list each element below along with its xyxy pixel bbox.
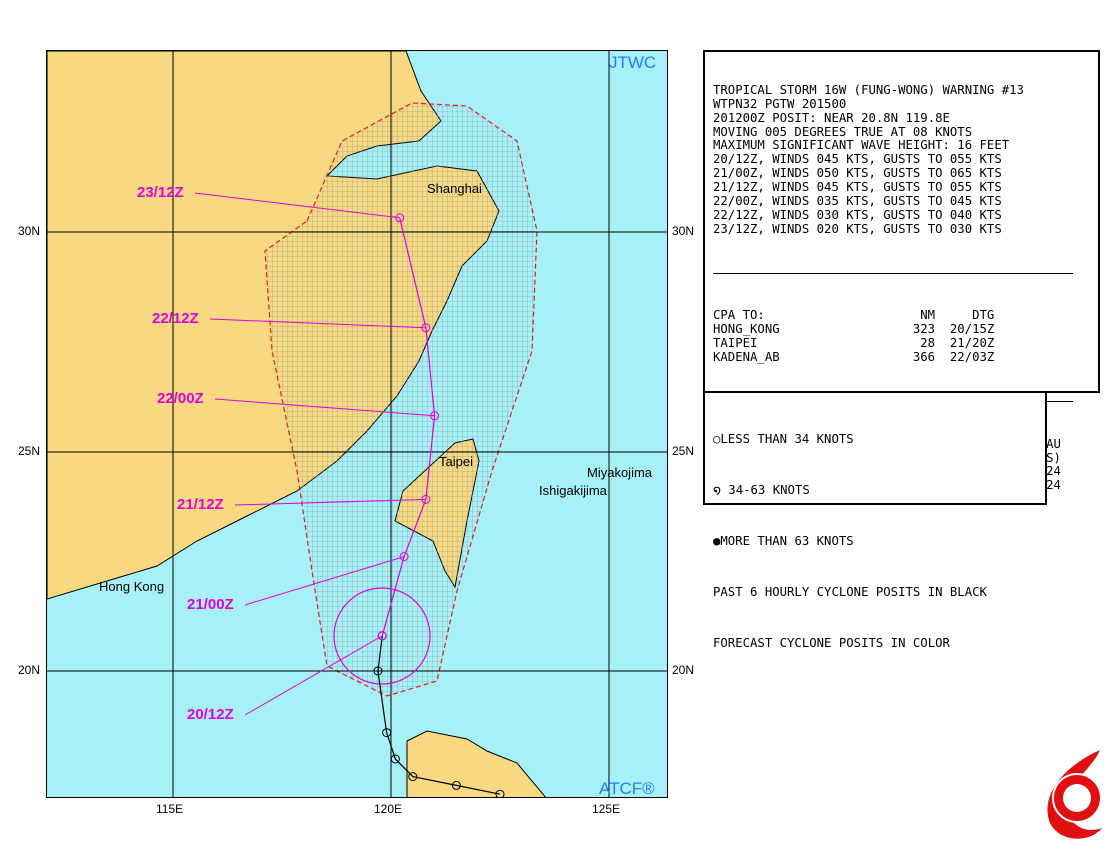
legend-panel: ○LESS THAN 34 KNOTS ໑ 34-63 KNOTS ●MORE … [703,391,1047,650]
forecast-position-marker [399,552,409,562]
map-canvas: 20/12Z 21/00Z 21/12Z 22/00Z 22/12Z 23/12Z [47,51,667,797]
warning-line: 201200Z POSIT: NEAR 20.8N 119.8E [713,110,950,125]
legend-note: FORECAST CYCLONE POSITS IN COLOR [713,636,950,650]
agency-label: JTWC [609,53,657,72]
forecast-time-label: 20/12Z [187,706,234,723]
table-cell: 24 [1046,464,1061,479]
table-cell: 366 [912,350,936,365]
forecast-label-leader [244,556,405,606]
table-cell: NM [920,308,936,323]
lat-label-20n: 20N [18,663,41,677]
forecast-label-leader [209,318,426,329]
legend-note: PAST 6 HOURLY CYCLONE POSITS IN BLACK [713,585,987,599]
table-row: CPA TO: NM DTG [713,309,1090,323]
forecast-label-leader [244,635,383,716]
warning-line: 22/00Z, WINDS 035 KTS, GUSTS TO 045 KTS [713,194,1002,209]
warning-line: 21/00Z, WINDS 050 KTS, GUSTS TO 065 KTS [713,166,1002,181]
past-track-line [377,635,501,795]
lon-label-120e: 120E [374,802,403,816]
table-cell: 28 [920,336,936,351]
forecast-track-line [381,217,436,636]
lat-label-20n-right: 20N [672,663,695,677]
lon-label-115e: 115E [156,802,184,816]
past-position-marker [390,754,400,764]
table-cell: 21/20Z [949,336,995,351]
warning-line: 22/12Z, WINDS 030 KTS, GUSTS TO 040 KTS [713,207,1002,222]
lat-label-25n: 25N [18,444,41,458]
past-position-marker [382,728,392,738]
track-map: 20/12Z 21/00Z 21/12Z 22/00Z 22/12Z 23/12Z JTW… [46,50,668,798]
forecast-label-leader [234,498,426,506]
place-miyakojima: Miyakojima [587,465,653,480]
atcf-label: ATCF® [599,779,655,798]
jtwc-logo [1047,750,1102,839]
warning-line: TROPICAL STORM 16W (FUNG-WONG) WARNING #… [713,82,1024,97]
cpa-table: CPA TO: NM DTG HONG_KONG 323 20/15Z TAIPEI 28 21… [713,309,1090,365]
legend-item-typhoon: ●MORE THAN 63 KNOTS [713,534,854,548]
warning-line: WTPN32 PGTW 201500 [713,96,847,111]
wind-radius [333,587,431,685]
warning-panel: TROPICAL STORM 16W (FUNG-WONG) WARNING #… [703,50,1100,492]
forecast-time-label: 22/00Z [157,390,204,407]
warning-line: MOVING 005 DEGREES TRUE AT 08 KNOTS [713,124,973,139]
warning-line: 21/12Z, WINDS 045 KTS, GUSTS TO 055 KTS [713,180,1002,195]
table-cell: HONG_KONG [713,322,780,337]
typhoon-symbol-icon: ● [713,534,721,548]
lon-label-125e: 125E [592,802,621,816]
divider [713,272,1073,274]
place-ishigakijima: Ishigakijima [539,483,607,498]
past-position-marker [373,666,383,676]
table-row: KADENA_AB 366 22/03Z [713,350,1090,365]
table-cell: CPA TO: [713,308,765,323]
legend-item-storm: ໑ 34-63 KNOTS [713,483,810,497]
table-cell: TAIPEI [713,336,758,351]
storm-symbol-icon: ໑ [713,483,721,497]
past-position-marker [495,789,505,797]
place-shanghai: Shanghai [427,181,482,196]
forecast-position-marker [377,631,387,641]
place-hong-kong: Hong Kong [99,579,165,594]
table-cell: 24 [1046,478,1061,493]
open-circle-icon: ○ [713,432,721,446]
table-cell: 323 [912,322,936,337]
warning-line: 23/12Z, WINDS 020 KTS, GUSTS TO 030 KTS [713,221,1002,236]
forecast-time-label: 23/12Z [137,184,184,201]
forecast-label-leader [194,192,400,219]
lat-label-25n-right: 25N [672,444,695,458]
table-cell: KADENA_AB [713,350,780,365]
warning-line: 20/12Z, WINDS 045 KTS, GUSTS TO 055 KTS [713,152,1002,167]
forecast-time-label: 21/12Z [177,496,224,513]
lat-label-30n: 30N [18,224,41,238]
forecast-label-leader [214,398,435,417]
forecast-cone [264,102,538,697]
table-row: HONG_KONG 323 20/15Z [713,322,1090,337]
forecast-time-label: 22/12Z [152,310,199,327]
legend-item-weak: ○LESS THAN 34 KNOTS [713,432,854,446]
forecast-time-label: 21/00Z [187,596,234,613]
luzon-land [406,730,546,797]
place-taipei: Taipei [439,454,473,469]
table-row: TAIPEI 28 21/20Z [713,336,1090,351]
warning-text: TROPICAL STORM 16W (FUNG-WONG) WARNING #… [713,82,1090,237]
table-cell: 20/15Z [949,322,995,337]
past-position-marker [451,780,461,790]
warning-line: MAXIMUM SIGNIFICANT WAVE HEIGHT: 16 FEET [713,138,1010,153]
table-cell: 22/03Z [949,350,995,365]
past-position-marker [408,772,418,782]
table-cell: DTG [972,308,995,323]
lat-label-30n-right: 30N [672,224,695,238]
